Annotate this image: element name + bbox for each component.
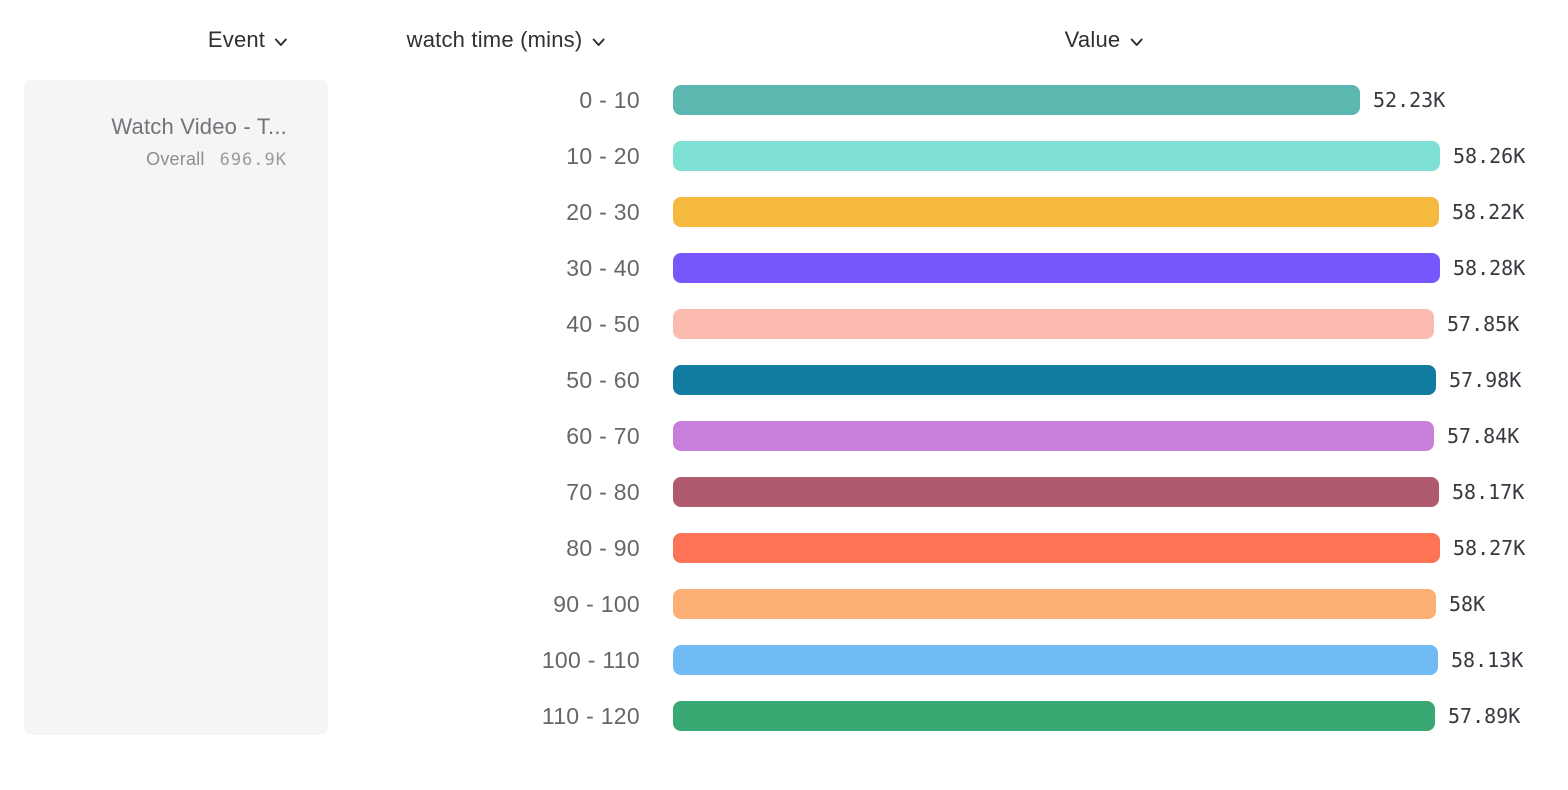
event-summary-card[interactable]: Watch Video - T... Overall 696.9K (24, 80, 328, 735)
bucket-label: 80 - 90 (566, 534, 640, 561)
value-bar[interactable] (673, 253, 1440, 283)
bucket-label: 110 - 120 (541, 702, 640, 729)
value-label: 52.23K (1373, 88, 1446, 112)
event-name: Watch Video - T... (111, 114, 287, 139)
event-column-label: Event (207, 27, 266, 52)
bucket-label: 20 - 30 (566, 198, 640, 225)
bucket-label: 60 - 70 (566, 422, 640, 449)
value-label: 57.84K (1447, 424, 1520, 448)
bucket-label: 40 - 50 (566, 310, 640, 337)
value-label: 57.89K (1448, 704, 1521, 728)
table-row: 0 - 10 52.23K (0, 72, 1568, 128)
value-column-header[interactable]: Value (1065, 27, 1144, 53)
value-label: 58.27K (1453, 536, 1526, 560)
value-bar[interactable] (673, 701, 1435, 731)
table-row: 70 - 80 58.17K (0, 464, 1568, 520)
event-column-header[interactable]: Event (208, 27, 288, 53)
value-bar[interactable] (673, 477, 1439, 507)
bucket-label: 10 - 20 (566, 142, 640, 169)
breakdown-column-header[interactable]: watch time (mins) (407, 27, 606, 53)
value-bar[interactable] (673, 85, 1360, 115)
value-label: 58.26K (1453, 144, 1526, 168)
overall-label: Overall (146, 149, 205, 169)
table-row: 50 - 60 57.98K (0, 352, 1568, 408)
bucket-label: 50 - 60 (566, 366, 640, 393)
value-bar[interactable] (673, 421, 1434, 451)
value-bar[interactable] (673, 365, 1436, 395)
value-label: 57.98K (1449, 368, 1522, 392)
bucket-label: 0 - 10 (579, 86, 640, 113)
table-row: 10 - 20 58.26K (0, 128, 1568, 184)
breakdown-column-label: watch time (mins) (406, 27, 583, 52)
value-bar[interactable] (673, 197, 1439, 227)
value-label: 58.22K (1452, 200, 1525, 224)
table-row: 90 - 100 58K (0, 576, 1568, 632)
value-label: 58.17K (1452, 480, 1525, 504)
value-bar[interactable] (673, 645, 1438, 675)
value-bar[interactable] (673, 533, 1440, 563)
value-label: 58K (1449, 592, 1486, 616)
value-label: 58.28K (1453, 256, 1526, 280)
value-label: 57.85K (1447, 312, 1520, 336)
chevron-down-icon (274, 38, 288, 47)
table-row: 60 - 70 57.84K (0, 408, 1568, 464)
value-bar[interactable] (673, 309, 1434, 339)
table-row: 20 - 30 58.22K (0, 184, 1568, 240)
table-row: 30 - 40 58.28K (0, 240, 1568, 296)
bucket-label: 100 - 110 (541, 646, 640, 673)
table-row: 110 - 120 57.89K (0, 688, 1568, 744)
chart-rows: 0 - 10 52.23K 10 - 20 58.26K 20 - 30 58.… (0, 72, 1568, 744)
table-row: 100 - 110 58.13K (0, 632, 1568, 688)
table-row: 40 - 50 57.85K (0, 296, 1568, 352)
value-bar[interactable] (673, 589, 1436, 619)
table-row: 80 - 90 58.27K (0, 520, 1568, 576)
value-column-label: Value (1064, 27, 1121, 52)
chevron-down-icon (1129, 38, 1143, 47)
overall-value: 696.9K (219, 150, 287, 170)
chevron-down-icon (591, 38, 605, 47)
event-overall-row: Overall 696.9K (24, 149, 287, 170)
bucket-label: 90 - 100 (553, 590, 640, 617)
bucket-label: 70 - 80 (566, 478, 640, 505)
bucket-label: 30 - 40 (566, 254, 640, 281)
value-bar[interactable] (673, 141, 1440, 171)
value-label: 58.13K (1451, 648, 1524, 672)
